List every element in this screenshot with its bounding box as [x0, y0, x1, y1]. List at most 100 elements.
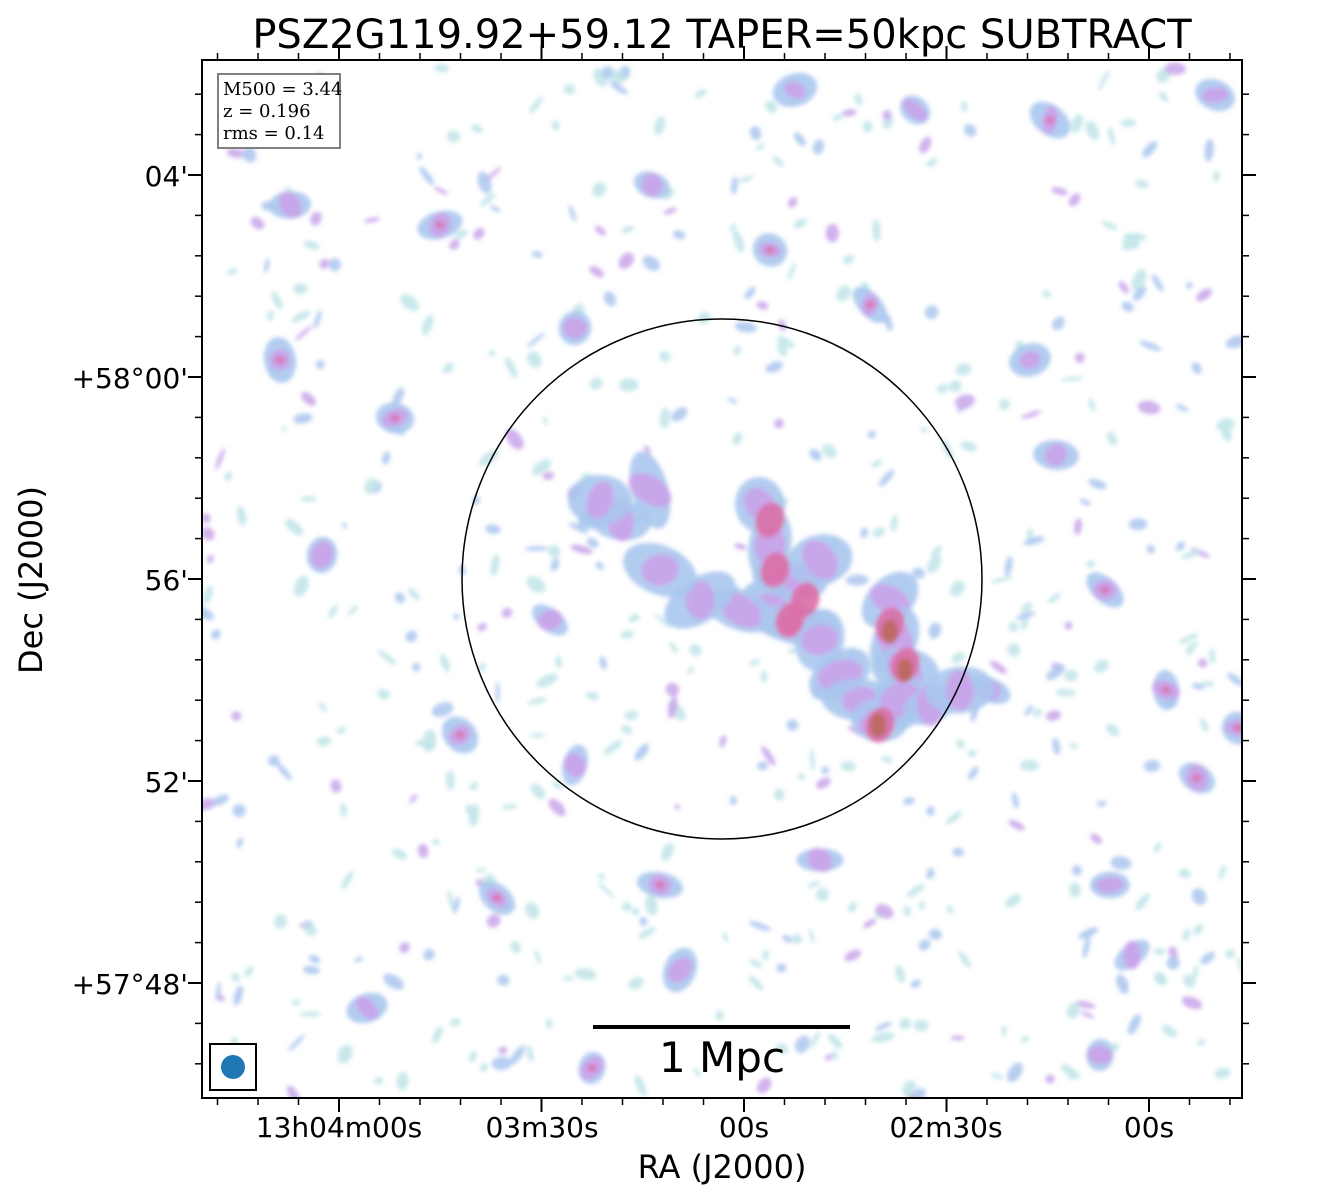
scale-bar-label: 1 Mpc — [659, 1033, 785, 1082]
emission-blob — [542, 415, 549, 426]
emission-blob — [276, 763, 293, 781]
emission-blob — [278, 191, 302, 219]
emission-blob — [954, 394, 975, 409]
emission-blob — [1024, 704, 1034, 717]
emission-blob — [609, 81, 628, 95]
emission-blob — [845, 574, 869, 586]
emission-blob — [300, 496, 318, 502]
emission-blob — [946, 810, 963, 825]
emission-blob — [302, 965, 320, 975]
emission-blob — [621, 225, 635, 234]
emission-blob — [1066, 1002, 1081, 1019]
emission-blob — [1016, 611, 1036, 620]
emission-blob — [880, 755, 893, 763]
emission-blob — [867, 430, 876, 439]
emission-blob — [824, 1054, 833, 1061]
emission-blob — [765, 246, 775, 254]
emission-blob — [621, 725, 633, 735]
emission-blob — [455, 731, 465, 739]
emission-blob — [777, 319, 787, 332]
emission-blob — [526, 351, 542, 368]
emission-blob — [671, 407, 688, 422]
emission-blob — [531, 251, 543, 258]
emission-blob — [434, 63, 450, 73]
emission-blob — [468, 1050, 477, 1063]
emission-blob — [948, 380, 962, 393]
emission-blob — [870, 459, 883, 468]
emission-blob — [961, 100, 968, 113]
emission-blob — [697, 311, 711, 325]
emission-blob — [548, 545, 561, 558]
emission-blob — [446, 130, 461, 143]
emission-blob — [610, 70, 626, 84]
emission-blob — [694, 88, 708, 98]
emission-blob — [734, 321, 757, 333]
emission-blob — [473, 227, 485, 240]
emission-blob — [761, 745, 776, 766]
emission-blob — [585, 691, 600, 701]
emission-blob — [840, 761, 856, 772]
y-axis-label: Dec (J2000) — [12, 486, 50, 674]
emission-blob — [919, 136, 932, 154]
emission-blob — [1161, 686, 1171, 694]
emission-blob — [836, 285, 851, 302]
emission-blob — [564, 753, 586, 777]
emission-blob — [1008, 621, 1019, 633]
emission-blob — [364, 477, 379, 495]
emission-blob — [1020, 617, 1029, 630]
emission-blob — [924, 305, 939, 320]
emission-blob — [383, 973, 404, 990]
emission-blob — [755, 502, 785, 538]
emission-blob — [1181, 549, 1201, 560]
emission-blob — [501, 804, 518, 810]
emission-blob — [291, 310, 311, 323]
emission-blob — [882, 110, 892, 120]
emission-blob — [478, 662, 486, 672]
emission-blob — [734, 543, 747, 550]
emission-blob — [1005, 893, 1022, 908]
emission-blob — [1001, 1025, 1007, 1037]
emission-blob — [1196, 288, 1213, 302]
emission-blob — [1074, 518, 1082, 536]
emission-blob — [998, 398, 1011, 410]
emission-blob — [809, 928, 815, 944]
emission-blob — [1079, 498, 1091, 506]
emission-blob — [1074, 352, 1085, 363]
emission-blob — [504, 357, 518, 379]
emission-blob — [1123, 940, 1141, 970]
emission-blob — [1221, 427, 1233, 442]
emission-blob — [1146, 544, 1155, 554]
emission-blob — [475, 867, 487, 873]
emission-blob — [810, 1030, 821, 1049]
emission-blob — [654, 613, 672, 628]
emission-blob — [231, 972, 241, 983]
emission-blob — [628, 613, 640, 622]
emission-blob — [1087, 1045, 1113, 1065]
emission-blob — [722, 932, 729, 943]
emission-blob — [628, 977, 644, 990]
emission-blob — [902, 1080, 917, 1098]
emission-blob — [1115, 974, 1129, 994]
emission-blob — [236, 505, 247, 526]
emission-blob — [226, 148, 247, 159]
emission-blob — [729, 795, 737, 806]
emission-blob — [435, 221, 445, 229]
emission-blob — [748, 921, 771, 931]
emission-blob — [598, 873, 605, 880]
emission-blob — [392, 387, 405, 406]
emission-blob — [878, 469, 895, 487]
emission-blob — [292, 283, 308, 295]
emission-blob — [216, 981, 221, 1001]
emission-blob — [748, 659, 760, 667]
emission-blob — [926, 867, 935, 880]
emission-blob — [1096, 876, 1124, 894]
emission-blob — [301, 391, 316, 406]
emission-blob — [568, 522, 589, 534]
emission-blob — [303, 240, 320, 250]
emission-blob — [526, 332, 546, 348]
emission-blob — [906, 883, 926, 898]
emission-blob — [534, 949, 541, 964]
emission-blob — [491, 1056, 512, 1071]
emission-blob — [926, 158, 938, 167]
emission-blob — [551, 781, 564, 790]
